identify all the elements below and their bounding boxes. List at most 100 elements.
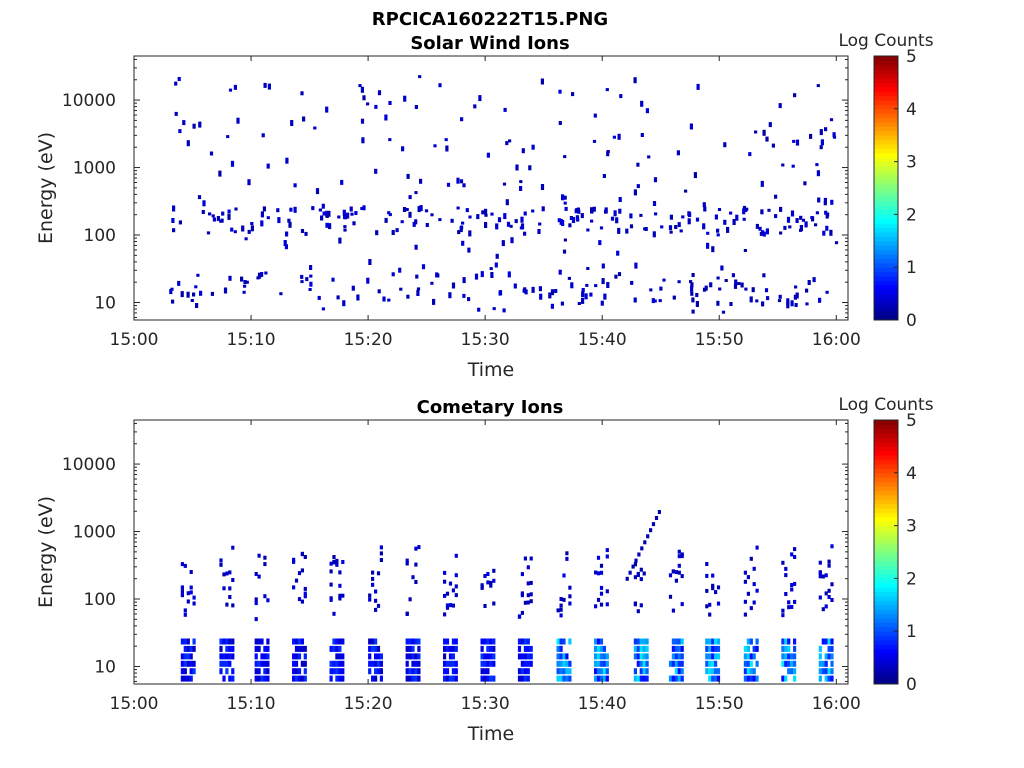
spectrogram-cell [517,614,522,619]
spectrogram-cell [338,638,342,645]
spectrogram-cell [792,139,796,143]
colorbar-swatch [874,481,898,487]
spectrogram-cell [526,675,530,682]
spectrogram-cell [489,638,493,645]
spectrogram-cell [803,181,807,186]
spectrogram-cell [705,604,709,609]
spectrogram-cell [523,231,527,236]
spectrogram-cell [331,277,335,282]
spectrogram-cell [257,668,261,675]
spectrogram-cell [262,206,266,212]
spectrogram-cell [824,210,828,215]
spectrogram-cell [408,195,412,200]
colorbar-swatch [874,600,898,606]
spectrogram-cell [456,177,460,184]
spectrogram-cell [342,300,346,307]
spectrogram-cell [781,613,785,618]
spectrogram-cell [320,215,324,221]
spectrogram-cell [760,209,764,215]
colorbar-swatch [874,565,898,571]
spectrogram-cell [559,638,563,645]
spectrogram-cell [180,589,184,594]
spectrogram-cell [523,638,527,645]
spectrogram-cell [726,226,730,233]
spectrogram-cell [433,144,437,148]
spectrogram-cell [568,638,572,645]
spectrogram-cell [186,599,190,604]
spectrogram-cell [568,660,572,667]
spectrogram-cell [240,276,244,282]
spectrogram-cell [649,288,653,292]
spectrogram-cell [376,668,381,675]
spectrogram-cell [526,645,530,652]
colorbar-swatch [874,662,898,667]
colorbar-swatch [874,69,898,75]
colorbar-swatch [874,179,898,185]
spectrogram-cell [260,272,264,277]
spectrogram-cell [749,296,753,303]
spectrogram-cell [260,660,264,667]
spectrogram-cell [755,588,759,593]
spectrogram-cell [766,296,770,301]
spectrogram-cell [674,225,678,229]
spectrogram-cell [231,653,235,660]
colorbar-swatch [874,91,898,97]
spectrogram-cell [693,172,697,179]
spectrogram-cell [599,563,604,568]
spectrogram-cell [618,208,622,214]
colorbar-swatch [874,499,898,505]
spectrogram-cell [781,653,785,660]
spectrogram-cell [526,638,530,645]
spectrogram-cell [767,208,771,212]
spectrogram-cell [596,555,601,560]
spectrogram-cell [421,264,426,270]
spectrogram-cell [723,219,727,225]
spectrogram-cell [559,607,563,612]
spectrogram-cell [486,653,490,660]
spectrogram-cell [610,216,615,221]
spectrogram-cell [671,638,675,645]
spectrogram-cell [705,573,709,578]
spectrogram-cell [631,564,635,569]
spectrogram-cell [230,160,235,167]
spectrogram-cell [787,668,791,675]
spectrogram-cell [257,638,261,645]
spectrogram-cell [417,653,421,660]
colorbar-swatch [874,587,898,593]
spectrogram-cell [362,205,366,211]
spectrogram-cell [416,290,420,296]
spectrogram-cell [338,653,342,660]
spectrogram-cell [293,206,297,213]
spectrogram-cell [602,660,606,667]
spectrogram-cell [594,638,598,645]
spectrogram-cell [520,660,524,667]
spectrogram-cell [189,675,193,682]
spectrogram-cell [219,660,223,667]
spectrogram-cell [824,668,828,675]
spectrogram-cell [519,180,523,184]
spectrogram-cell [178,129,182,134]
spectrogram-cell [604,209,608,214]
spectrogram-cell [677,222,681,228]
spectrogram-cell [827,653,831,660]
spectrogram-cell [680,554,684,559]
spectrogram-cell [702,287,707,292]
spectrogram-cell [335,675,339,682]
spectrogram-cell [451,588,455,593]
spectrogram-cell [729,211,733,215]
figure-title: RPCICA160222T15.PNG [372,9,608,30]
spectrogram-cell [228,660,232,667]
spectrogram-cell [411,645,415,652]
spectrogram-cell [762,231,766,237]
colorbar-swatch [874,622,898,628]
spectrogram-cell [371,582,375,587]
spectrogram-cell [538,286,542,292]
spectrogram-cell [563,201,567,205]
spectrogram-cell [403,95,407,102]
spectrogram-cell [263,82,267,88]
colorbar-swatch [874,450,898,456]
spectrogram-cell [749,606,753,611]
spectrogram-cell [742,208,746,215]
spectrogram-cell [300,274,304,279]
spectrogram-cell [689,280,693,284]
